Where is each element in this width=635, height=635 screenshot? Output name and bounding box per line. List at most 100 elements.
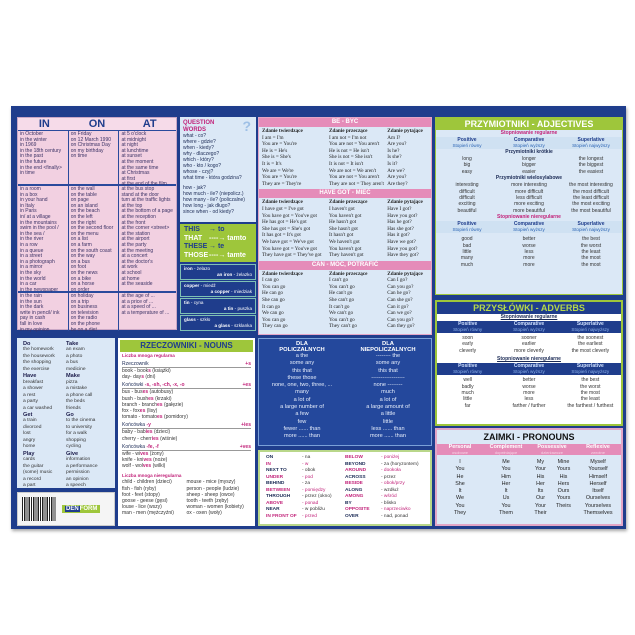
degree-pl: Stopień równy — [452, 143, 482, 148]
material-pl: żelazo — [196, 266, 211, 271]
collocation-item: a rest — [23, 392, 36, 398]
collocation-item: the homework — [23, 347, 54, 353]
preposition-en: BY — [345, 500, 352, 506]
verb-form: Have I got? — [387, 205, 412, 212]
phrase: at midnight — [121, 136, 146, 143]
degree-en: Positive — [458, 363, 478, 370]
degree-pl: Stopień wyższy — [513, 327, 545, 332]
quantifier: some any — [375, 360, 401, 367]
word-column: long big easy — [436, 156, 498, 175]
quantifier: less ...... than — [371, 425, 405, 432]
phrase: at 5 o'clock — [121, 131, 147, 137]
collocation-item: the shopping — [23, 360, 52, 366]
preposition: IN FRONT OF - przed — [266, 514, 345, 521]
collocation-item: the guitar — [23, 463, 44, 469]
column-header: Zdanie przeczące — [328, 199, 368, 206]
verb-form: You haven't got — [328, 245, 362, 252]
in-on-at-cell: at the age of ... at a price of ... at a s… — [119, 293, 176, 331]
verb-form: Can it go? — [387, 303, 409, 310]
phrase: at the same time — [121, 164, 159, 171]
verb-form: Can you go? — [387, 283, 414, 290]
word: more difficult — [514, 188, 544, 195]
object-en: a glass — [214, 323, 231, 328]
degree-pl: Stopień równy — [452, 227, 482, 233]
pronoun: Him — [501, 473, 511, 480]
verb-form: You have got = You've got — [262, 245, 317, 252]
word-columns: interesting difficult difficult exciting bea… — [436, 182, 622, 214]
preposition-pl: - blisko — [381, 500, 397, 506]
collocation-item: for a walk — [66, 431, 87, 437]
quantifier: little — [383, 418, 393, 425]
rule-text: Końcówki — [122, 382, 145, 389]
phrase: on business — [70, 304, 98, 311]
word: the most — [580, 390, 600, 397]
preposition-en: ABOVE — [266, 500, 284, 506]
verb-form: You can go — [262, 283, 286, 290]
preposition-pl: - w — [302, 461, 309, 467]
preposition-en: OVER — [345, 513, 359, 519]
pronoun-column: My Your His Her Its Our Your Their Mine Yours His H… — [529, 459, 575, 517]
collocation-item: information — [66, 457, 91, 463]
quantifier: none, one, two, three, ... — [271, 382, 333, 389]
verb-form: She can go — [262, 297, 285, 304]
noun-example-part: bush - bush — [122, 395, 149, 402]
word: early — [462, 341, 474, 348]
pronoun: His — [559, 473, 568, 480]
verb-column: Zdanie twierdzące I can go You can go He ca… — [262, 271, 329, 330]
preposition-en: BETWEEN — [266, 487, 290, 493]
noun-example-part: (autobusy) — [148, 389, 174, 396]
verb-form: Is he? — [387, 147, 400, 154]
preposition-pl: - wzdłuż — [381, 487, 399, 493]
verb-form: We can't go — [328, 310, 354, 317]
preposition: NEXT TO - obok — [266, 468, 345, 475]
degree-en: Superlative — [576, 363, 604, 370]
verb-column: Zdanie przeczące I can't go You can't go He… — [329, 271, 387, 330]
irregular-noun: fish - fish (ryby) — [122, 485, 157, 492]
rule-pattern: -y — [146, 422, 151, 429]
preposition-pl: - ponad — [302, 500, 319, 506]
verb-form: It can't go — [328, 303, 350, 310]
verb-form: Am I? — [387, 134, 401, 141]
phrase: in a box — [20, 191, 38, 198]
question-word: which - który? — [183, 157, 214, 163]
noun-example: bush - bushes (krzaki) — [122, 396, 251, 402]
pronoun: It — [504, 488, 508, 495]
word: the worst — [580, 242, 602, 249]
noun-example: baby - babies (dzieci) — [122, 429, 251, 435]
degree: Comparative Stopień wyższy — [498, 321, 559, 333]
object-en: a tin — [223, 306, 234, 311]
verb-column: Zdanie przeczące I haven't got You haven't… — [329, 199, 387, 258]
phrase: at a temperature of ... — [121, 309, 170, 316]
verb-form: We haven't got — [328, 238, 360, 245]
phrase: at the corner <street> — [121, 225, 170, 232]
degree-header: Positive Stopień równy Comparative Stopień … — [437, 321, 621, 333]
word: more — [523, 261, 535, 268]
pronoun: My — [536, 459, 545, 465]
phrase: at a speed of ... — [121, 304, 156, 311]
in-on-at-panel: IN ON AT in October in the winter in 1969 in t… — [17, 117, 177, 332]
preposition: ON - na — [266, 455, 345, 462]
phrase: in a room — [20, 186, 41, 192]
pronoun-type-pl: dopełniające — [494, 450, 518, 455]
demonstrative-en: THAT — [184, 234, 203, 242]
verb-form: I can't go — [328, 277, 349, 284]
object-line: an iron - żelazko — [217, 272, 252, 277]
quantifier: more ...... than — [283, 433, 321, 440]
pronoun: They — [454, 510, 466, 517]
phrase: at the party — [121, 241, 147, 248]
pronoun-type: Possessive dzierżawcze — [529, 444, 575, 455]
phrase: on the radio — [70, 315, 98, 322]
verb-form: He can't go — [328, 290, 353, 297]
word: the least — [581, 249, 601, 256]
word: the earliest — [578, 341, 603, 348]
column-header: Zdanie pytające — [387, 199, 423, 206]
pronoun-type: Personal osobowe — [437, 444, 483, 455]
phrase: in the 18th century — [20, 147, 62, 154]
word: the soonest — [577, 335, 604, 341]
phrase: at the front — [121, 219, 146, 226]
word: much — [460, 261, 474, 268]
phrase: in the past — [20, 153, 44, 160]
verb-form: Can she go? — [387, 297, 413, 304]
phrase: in your hand — [20, 197, 48, 204]
demonstrative-row: THAT ----→ tamto — [184, 235, 252, 244]
